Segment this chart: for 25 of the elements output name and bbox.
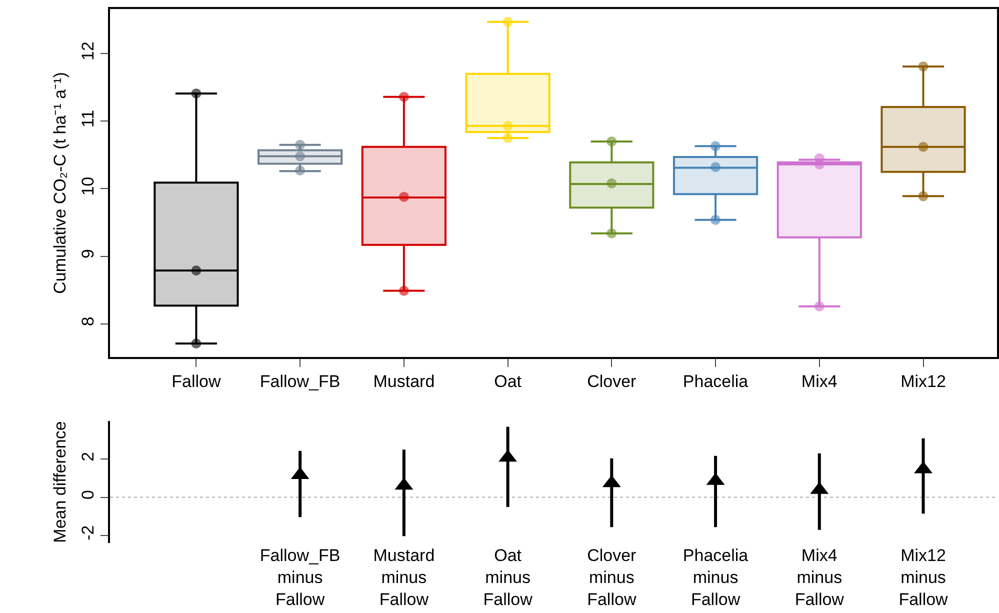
y-tick-label: -2 [78,525,98,540]
y-tick-label: 11 [78,110,98,128]
x-tick-label: Phacelia minus Fallow [682,546,749,610]
x-tick-label: Oat [494,372,522,392]
y-tick-label: 2 [78,452,98,462]
x-tick-label: Oat minus Fallow [483,546,534,610]
x-tick-label: Mix12 minus Fallow [898,546,949,610]
x-tick-label: Mix4 [801,372,838,392]
y-tick-label: 12 [78,42,98,61]
x-tick-label: Mix4 minus Fallow [794,546,845,610]
x-tick-label: Phacelia [682,372,749,392]
y-tick-label: 8 [78,316,98,326]
y-axis-title: Mean difference [50,421,70,543]
y-tick-label: 0 [78,490,98,500]
y-axis-title: Cumulative CO₂-C (t ha⁻¹ a⁻¹) [50,72,70,294]
x-tick-label: Fallow [172,372,222,392]
x-tick-label: Clover [587,372,637,392]
x-tick-label: Mix12 [900,372,946,392]
x-tick-label: Mustard [373,372,435,392]
x-tick-label: Fallow_FB [260,372,340,392]
y-tick-label: 9 [78,249,98,259]
y-tick-label: 10 [78,176,98,196]
x-tick-label: Fallow_FB minus Fallow [260,546,340,610]
x-tick-label: Mustard minus Fallow [373,546,435,610]
x-tick-label: Clover minus Fallow [587,546,637,610]
